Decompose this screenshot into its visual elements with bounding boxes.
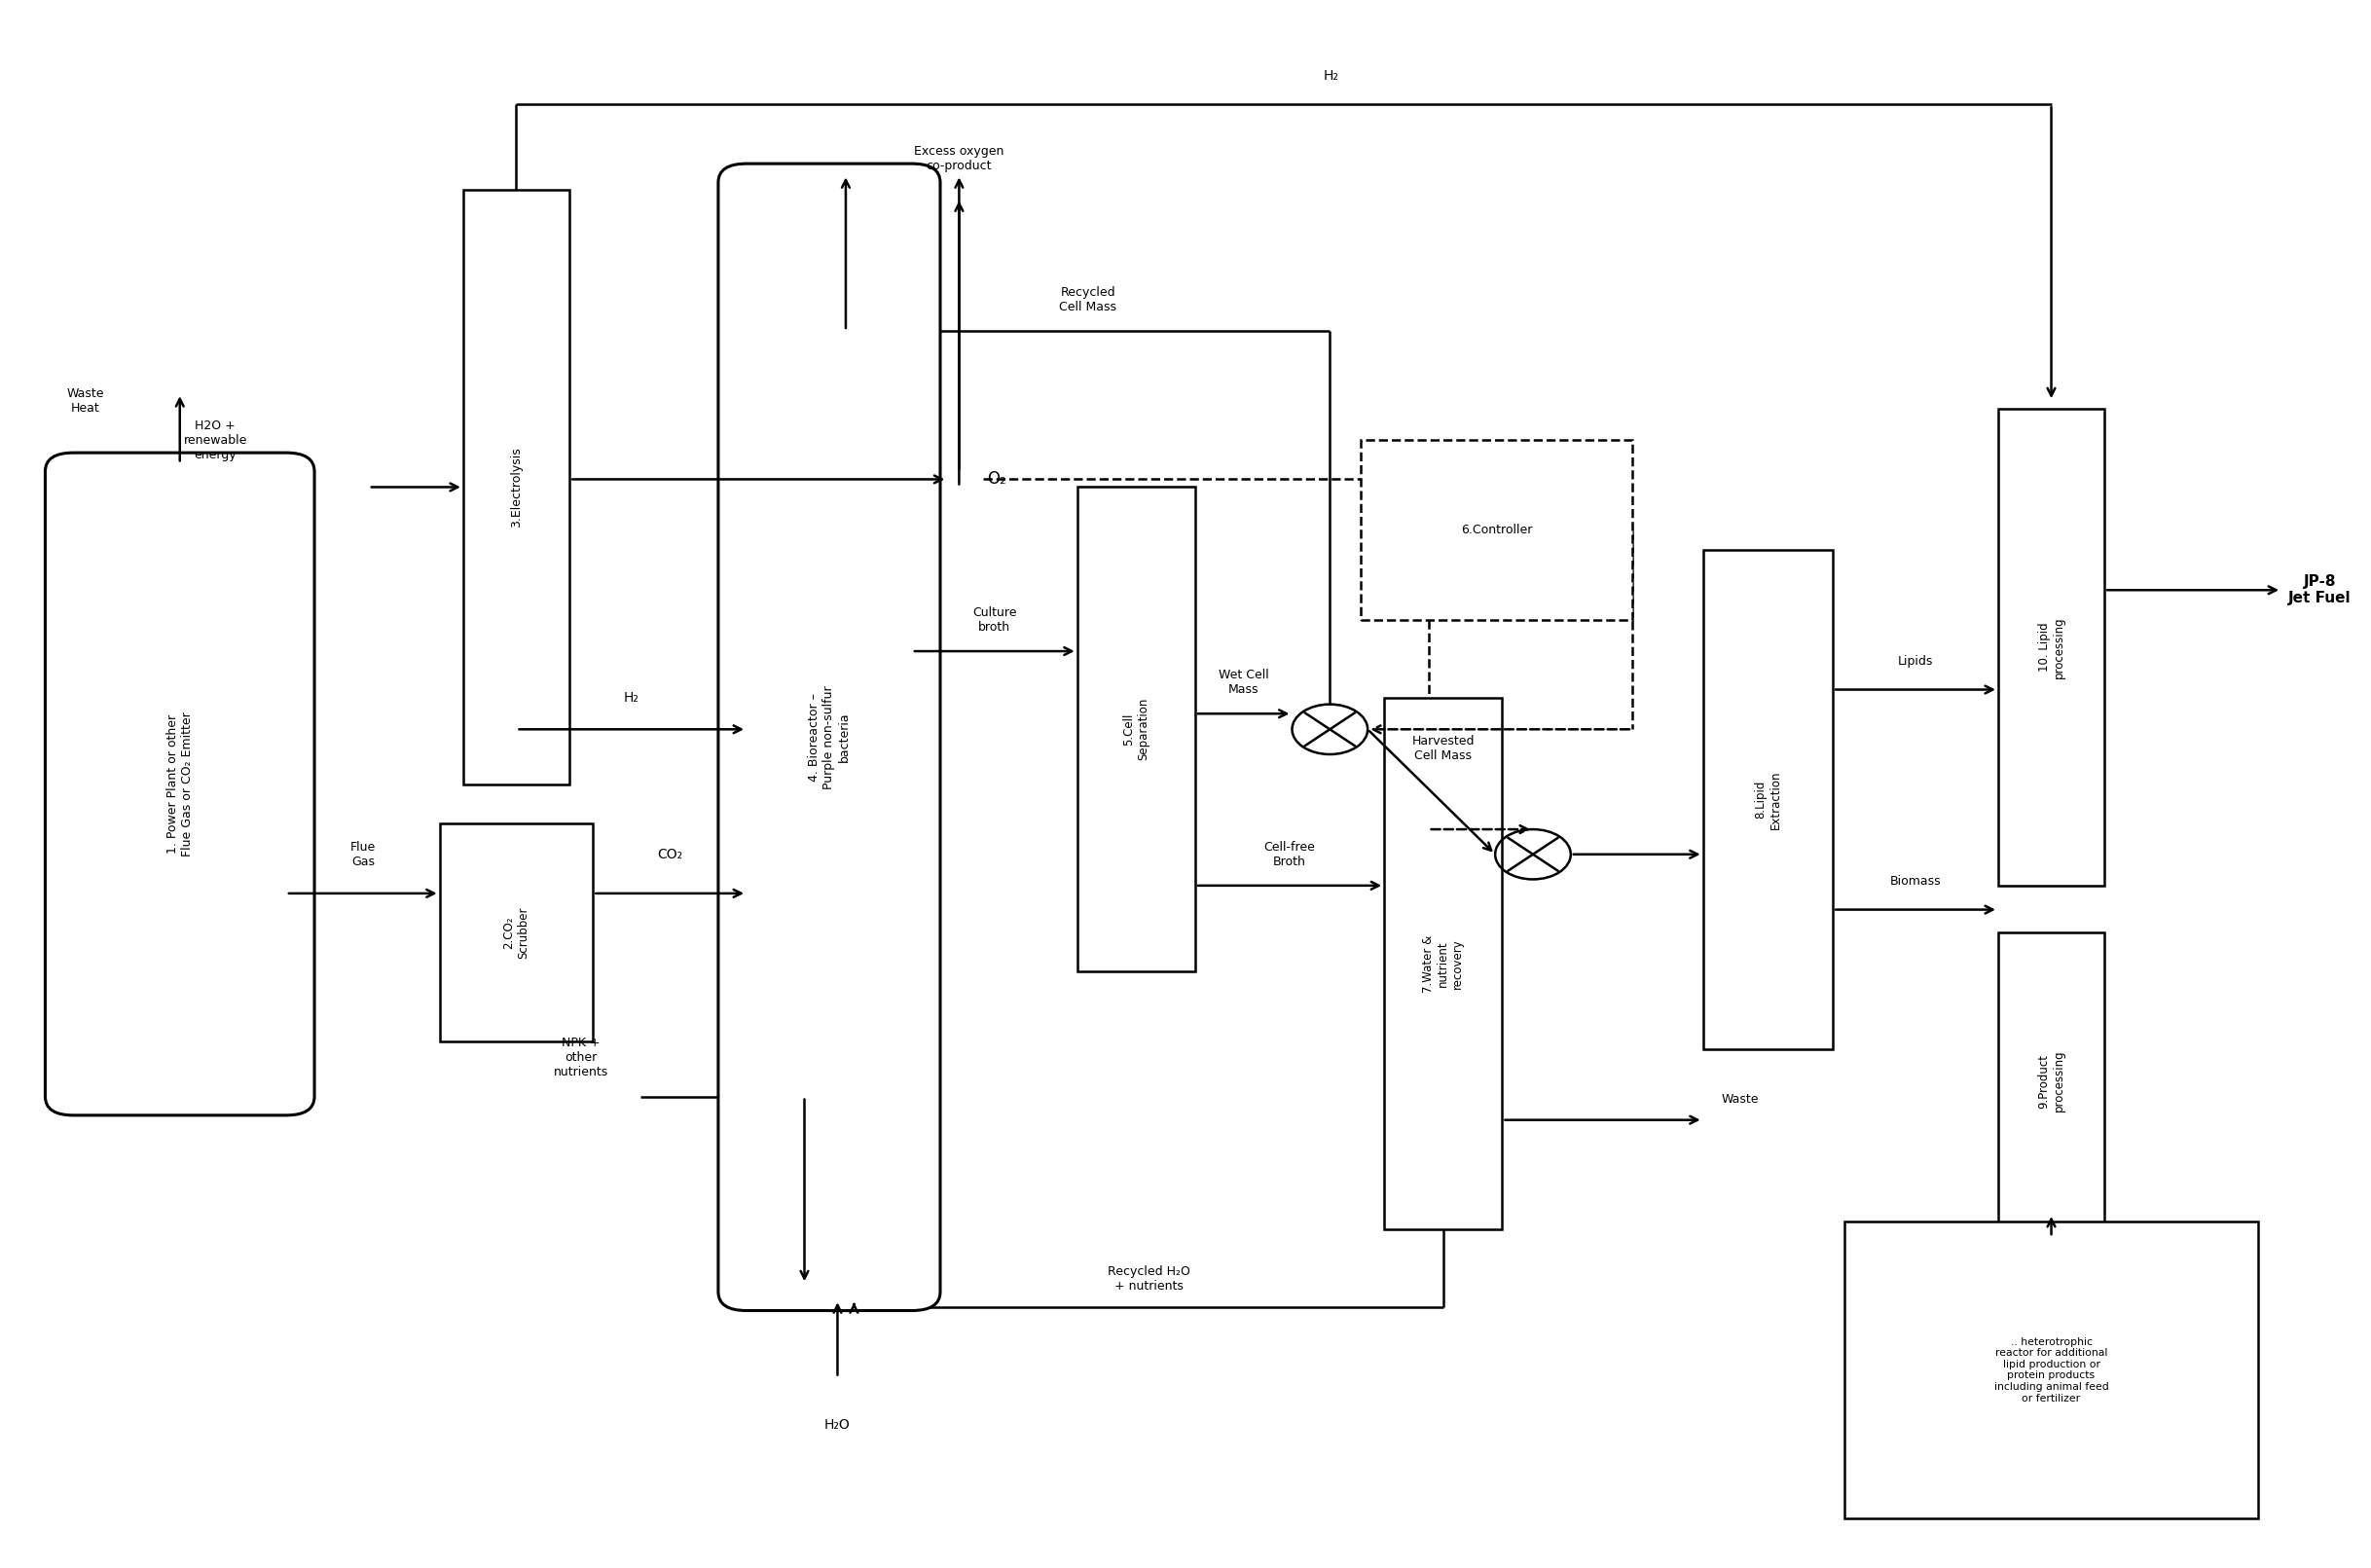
Bar xyxy=(1385,698,1503,1229)
Bar xyxy=(1999,409,2105,886)
Text: 6.Controller: 6.Controller xyxy=(1461,524,1532,536)
Text: Lipids: Lipids xyxy=(1897,655,1932,668)
Text: Harvested
Cell Mass: Harvested Cell Mass xyxy=(1411,734,1475,762)
Text: CO₂: CO₂ xyxy=(657,847,683,861)
Bar xyxy=(1702,550,1833,1049)
Bar xyxy=(1076,488,1195,972)
Text: 3.Electrolysis: 3.Electrolysis xyxy=(510,447,522,527)
Text: H₂: H₂ xyxy=(1323,69,1340,83)
Text: O₂: O₂ xyxy=(986,470,1008,488)
Text: H₂: H₂ xyxy=(624,691,640,706)
FancyBboxPatch shape xyxy=(45,453,315,1115)
Text: 4. Bioreactor –
Purple non-sulfur
bacteria: 4. Bioreactor – Purple non-sulfur bacter… xyxy=(809,685,851,789)
Text: 9.Product
processing: 9.Product processing xyxy=(2037,1051,2065,1112)
Text: 7.Water &
nutrient
recovery: 7.Water & nutrient recovery xyxy=(1423,935,1465,993)
Text: Flue
Gas: Flue Gas xyxy=(351,840,375,869)
Bar xyxy=(1361,441,1631,619)
Text: Culture
broth: Culture broth xyxy=(972,607,1017,633)
Text: H₂O: H₂O xyxy=(825,1417,851,1432)
Text: NPK +
other
nutrients: NPK + other nutrients xyxy=(555,1036,609,1079)
Text: Excess oxygen
co-product: Excess oxygen co-product xyxy=(915,146,1003,172)
Text: 1. Power Plant or other
Flue Gas or CO₂ Emitter: 1. Power Plant or other Flue Gas or CO₂ … xyxy=(166,712,194,856)
Text: Waste: Waste xyxy=(1721,1093,1759,1105)
Bar xyxy=(1845,1221,2257,1518)
Text: Recycled H₂O
+ nutrients: Recycled H₂O + nutrients xyxy=(1107,1265,1190,1294)
Bar xyxy=(439,823,593,1041)
Bar xyxy=(1999,933,2105,1229)
FancyBboxPatch shape xyxy=(718,163,941,1311)
Text: Cell-free
Broth: Cell-free Broth xyxy=(1264,840,1316,869)
Text: .. heterotrophic
reactor for additional
lipid production or
protein products
inc: .. heterotrophic reactor for additional … xyxy=(1994,1338,2108,1403)
Text: 8.Lipid
Extraction: 8.Lipid Extraction xyxy=(1755,770,1781,829)
Text: Biomass: Biomass xyxy=(1890,875,1942,887)
Text: 5.Cell
Separation: 5.Cell Separation xyxy=(1121,698,1150,760)
Text: H2O +
renewable
energy: H2O + renewable energy xyxy=(183,419,247,461)
Text: Wet Cell
Mass: Wet Cell Mass xyxy=(1219,670,1268,696)
Text: 2.CO₂
Scrubber: 2.CO₂ Scrubber xyxy=(503,906,531,958)
Text: JP-8
Jet Fuel: JP-8 Jet Fuel xyxy=(2288,574,2352,605)
Text: 10. Lipid
processing: 10. Lipid processing xyxy=(2037,616,2065,679)
Text: Waste
Heat: Waste Heat xyxy=(66,387,104,416)
Text: Recycled
Cell Mass: Recycled Cell Mass xyxy=(1060,285,1117,314)
Bar xyxy=(462,190,569,784)
